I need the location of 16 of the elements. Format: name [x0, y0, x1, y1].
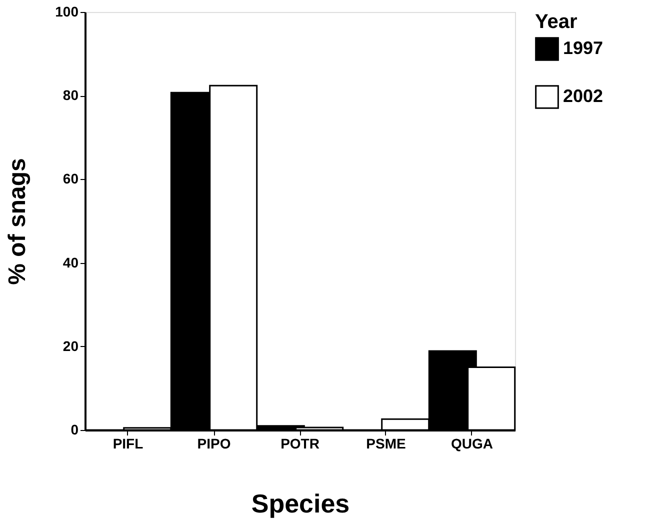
- x-tick-label: POTR: [280, 436, 320, 452]
- x-tick-label: PIFL: [112, 436, 144, 452]
- y-tick-label: 100: [55, 4, 79, 20]
- x-axis-title: Species: [251, 488, 350, 518]
- legend-label: 2002: [563, 86, 604, 106]
- legend-label: 1997: [563, 38, 604, 58]
- x-tick-label: QUGA: [451, 436, 493, 452]
- x-tick-label: PSME: [366, 436, 406, 452]
- y-tick-label: 20: [62, 338, 79, 354]
- y-axis-title: % of snags: [4, 158, 32, 285]
- legend-title: Year: [535, 11, 578, 33]
- y-tick-label: 0: [70, 422, 79, 438]
- y-tick-label: 40: [62, 254, 79, 270]
- y-tick-label: 80: [62, 87, 79, 104]
- x-tick-label: PIPO: [197, 436, 231, 452]
- y-tick-label: 60: [62, 170, 79, 187]
